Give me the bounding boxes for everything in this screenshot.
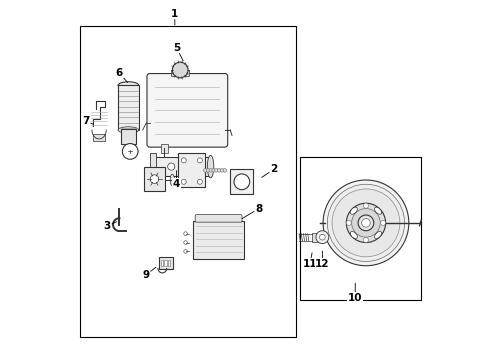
Text: 6: 6 — [116, 68, 123, 78]
Circle shape — [346, 203, 385, 243]
Circle shape — [183, 241, 187, 244]
Circle shape — [211, 168, 215, 172]
Text: 12: 12 — [314, 259, 329, 269]
Circle shape — [220, 168, 224, 172]
Circle shape — [208, 168, 212, 172]
Circle shape — [181, 158, 186, 163]
Circle shape — [223, 168, 226, 172]
Text: 1: 1 — [171, 9, 178, 19]
Circle shape — [361, 219, 369, 227]
Circle shape — [233, 174, 249, 190]
Circle shape — [346, 220, 350, 225]
Bar — [299, 157, 421, 300]
Text: 9: 9 — [142, 270, 149, 280]
Text: 3: 3 — [103, 221, 110, 231]
Text: 11: 11 — [302, 259, 317, 269]
Circle shape — [363, 203, 367, 208]
Text: 10: 10 — [347, 293, 362, 303]
Circle shape — [150, 175, 159, 183]
Circle shape — [363, 238, 367, 243]
Ellipse shape — [207, 156, 213, 178]
Circle shape — [380, 220, 385, 225]
Circle shape — [357, 215, 373, 231]
Ellipse shape — [170, 174, 174, 186]
Bar — [143, 167, 165, 191]
Ellipse shape — [374, 207, 381, 214]
Bar — [118, 85, 139, 130]
Ellipse shape — [349, 231, 357, 239]
Bar — [159, 257, 173, 269]
Circle shape — [206, 168, 209, 172]
Circle shape — [326, 184, 404, 261]
Circle shape — [323, 180, 408, 266]
Bar — [168, 260, 170, 266]
Circle shape — [183, 232, 187, 235]
Circle shape — [122, 144, 138, 159]
Circle shape — [319, 234, 325, 240]
Circle shape — [183, 249, 187, 253]
Text: 2: 2 — [269, 164, 277, 174]
Ellipse shape — [118, 127, 139, 133]
Bar — [230, 169, 253, 194]
Circle shape — [197, 179, 202, 184]
Circle shape — [167, 163, 175, 170]
Bar — [178, 153, 205, 187]
Bar — [171, 70, 189, 76]
Bar — [121, 129, 136, 144]
Ellipse shape — [374, 231, 381, 239]
Circle shape — [351, 208, 380, 237]
Circle shape — [217, 168, 221, 172]
Circle shape — [203, 168, 206, 172]
FancyBboxPatch shape — [147, 73, 227, 147]
Bar — [160, 144, 168, 153]
Circle shape — [181, 179, 186, 184]
Circle shape — [315, 231, 328, 244]
Circle shape — [331, 189, 399, 257]
Text: 5: 5 — [173, 43, 180, 53]
FancyBboxPatch shape — [195, 215, 242, 222]
Ellipse shape — [349, 207, 357, 214]
Bar — [149, 153, 156, 180]
Bar — [192, 221, 244, 258]
Bar — [80, 26, 296, 337]
Text: 8: 8 — [255, 203, 262, 213]
Ellipse shape — [118, 82, 139, 89]
Bar — [155, 157, 210, 176]
Bar — [93, 134, 105, 141]
Bar — [311, 233, 318, 242]
Text: 7: 7 — [81, 116, 89, 126]
Circle shape — [172, 62, 188, 78]
Bar — [161, 260, 163, 266]
Circle shape — [197, 158, 202, 163]
Bar — [164, 260, 166, 266]
Circle shape — [214, 168, 218, 172]
Text: 4: 4 — [173, 179, 180, 189]
